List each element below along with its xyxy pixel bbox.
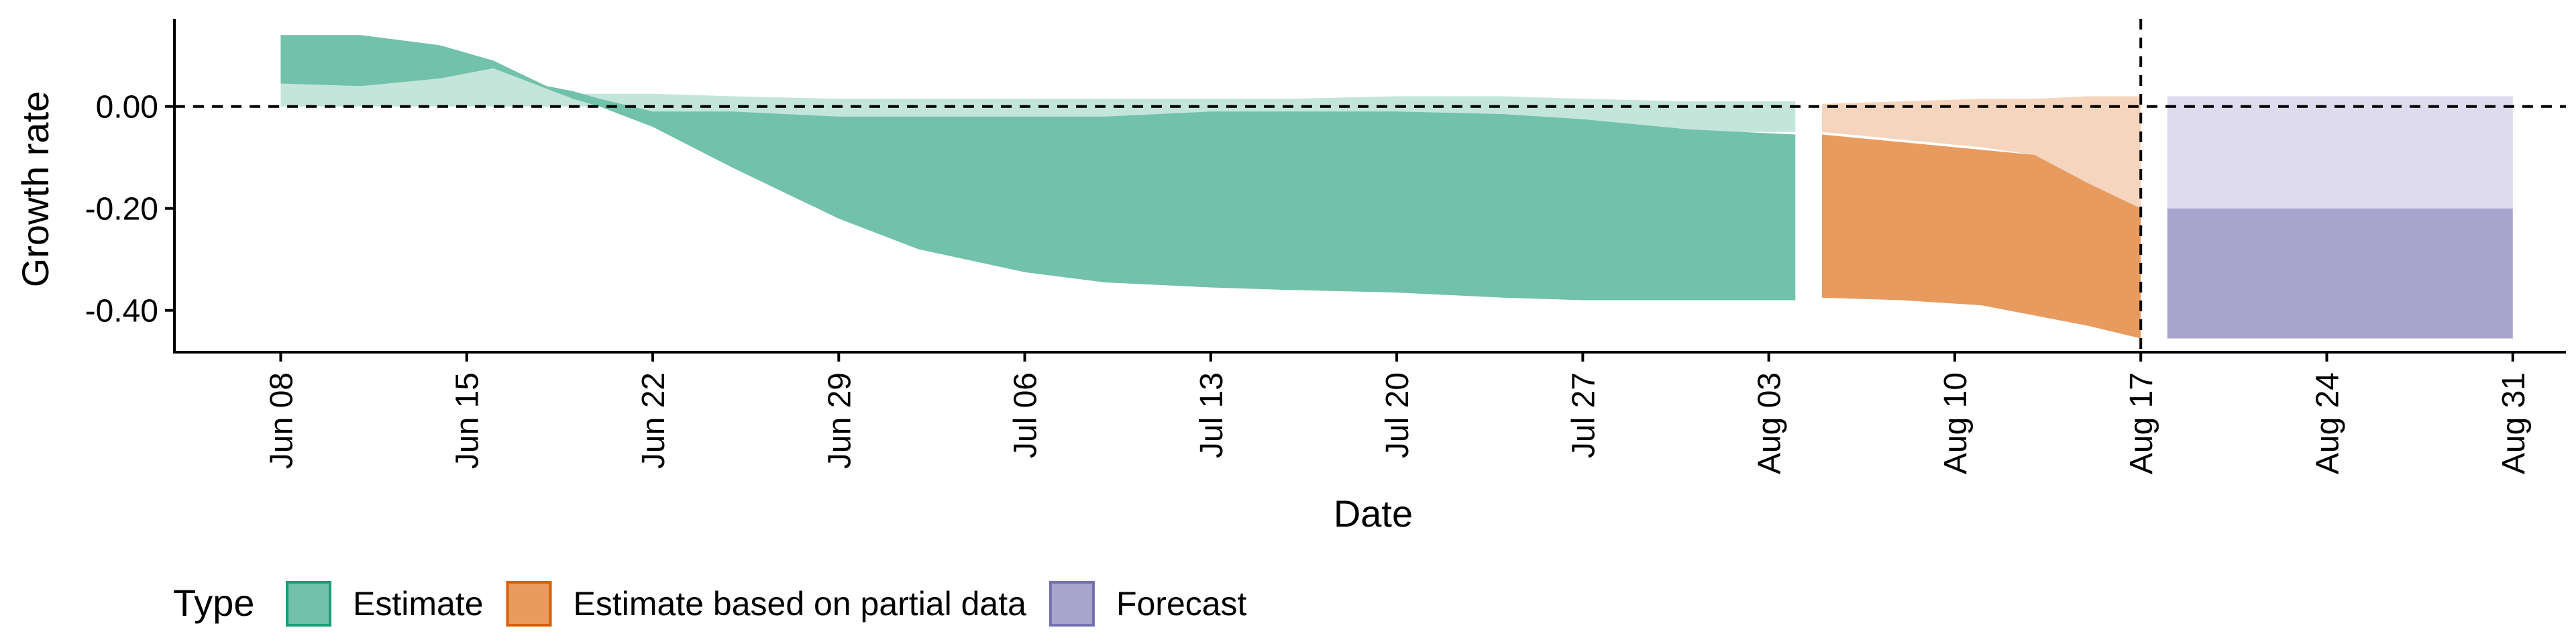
legend-title: Type: [173, 582, 254, 624]
y-axis-ticks: 0.00 -0.20 -0.40: [85, 90, 174, 329]
legend-label-estimate-based-on-partial-data: Estimate based on partial data: [574, 585, 1027, 623]
legend-swatch-estimate-based-on-partial-data: [506, 581, 552, 627]
series-forecast-outer-band: [2167, 96, 2513, 209]
series-estimate-based-on-partial-data-inner-band: [1821, 134, 2141, 339]
legend-label-forecast: Forecast: [1116, 585, 1247, 623]
x-tick-label: Jul 06: [1008, 372, 1044, 458]
axes: [173, 19, 2566, 354]
x-tick-label: Aug 31: [2496, 372, 2532, 474]
x-tick-label: Aug 17: [2124, 372, 2159, 474]
legend-swatch-forecast: [1049, 581, 1095, 627]
series-estimate-based-on-partial-data-outer-band: [1821, 96, 2141, 209]
series-forecast: [2167, 96, 2513, 339]
series-estimate: [280, 35, 1796, 301]
legend-label-estimate: Estimate: [353, 585, 484, 623]
legend: Type Estimate Estimate based on partial da…: [173, 581, 1247, 627]
series-estimate-based-on-partial-data: [1821, 96, 2141, 339]
y-axis-title: Growth rate: [14, 91, 56, 288]
x-tick-label: Jul 20: [1380, 372, 1415, 458]
y-tick-label: -0.40: [85, 294, 158, 329]
series-forecast-inner-band: [2167, 208, 2513, 339]
y-tick-label: 0.00: [96, 90, 158, 125]
x-tick-label: Aug 03: [1752, 372, 1788, 474]
x-tick-label: Aug 24: [2310, 372, 2346, 474]
x-axis-title: Date: [1334, 492, 1413, 535]
y-tick-label: -0.20: [85, 192, 158, 227]
x-tick-label: Jun 08: [264, 372, 299, 469]
x-tick-label: Aug 10: [1938, 372, 1974, 474]
x-tick-label: Jul 13: [1194, 372, 1230, 458]
x-tick-label: Jun 22: [636, 372, 672, 469]
series-estimate-inner-band: [280, 35, 1796, 301]
reference-lines: [174, 19, 2566, 352]
x-tick-label: Jun 15: [450, 372, 486, 469]
series-areas: [280, 35, 2513, 339]
legend-swatch-estimate: [286, 581, 331, 627]
x-axis-ticks: Jun 08 Jun 15 Jun 22 Jun 29 Jul 06 Jul 13 Jul …: [264, 352, 2532, 474]
x-tick-label: Jul 27: [1566, 372, 1601, 458]
x-tick-label: Jun 29: [822, 372, 857, 469]
